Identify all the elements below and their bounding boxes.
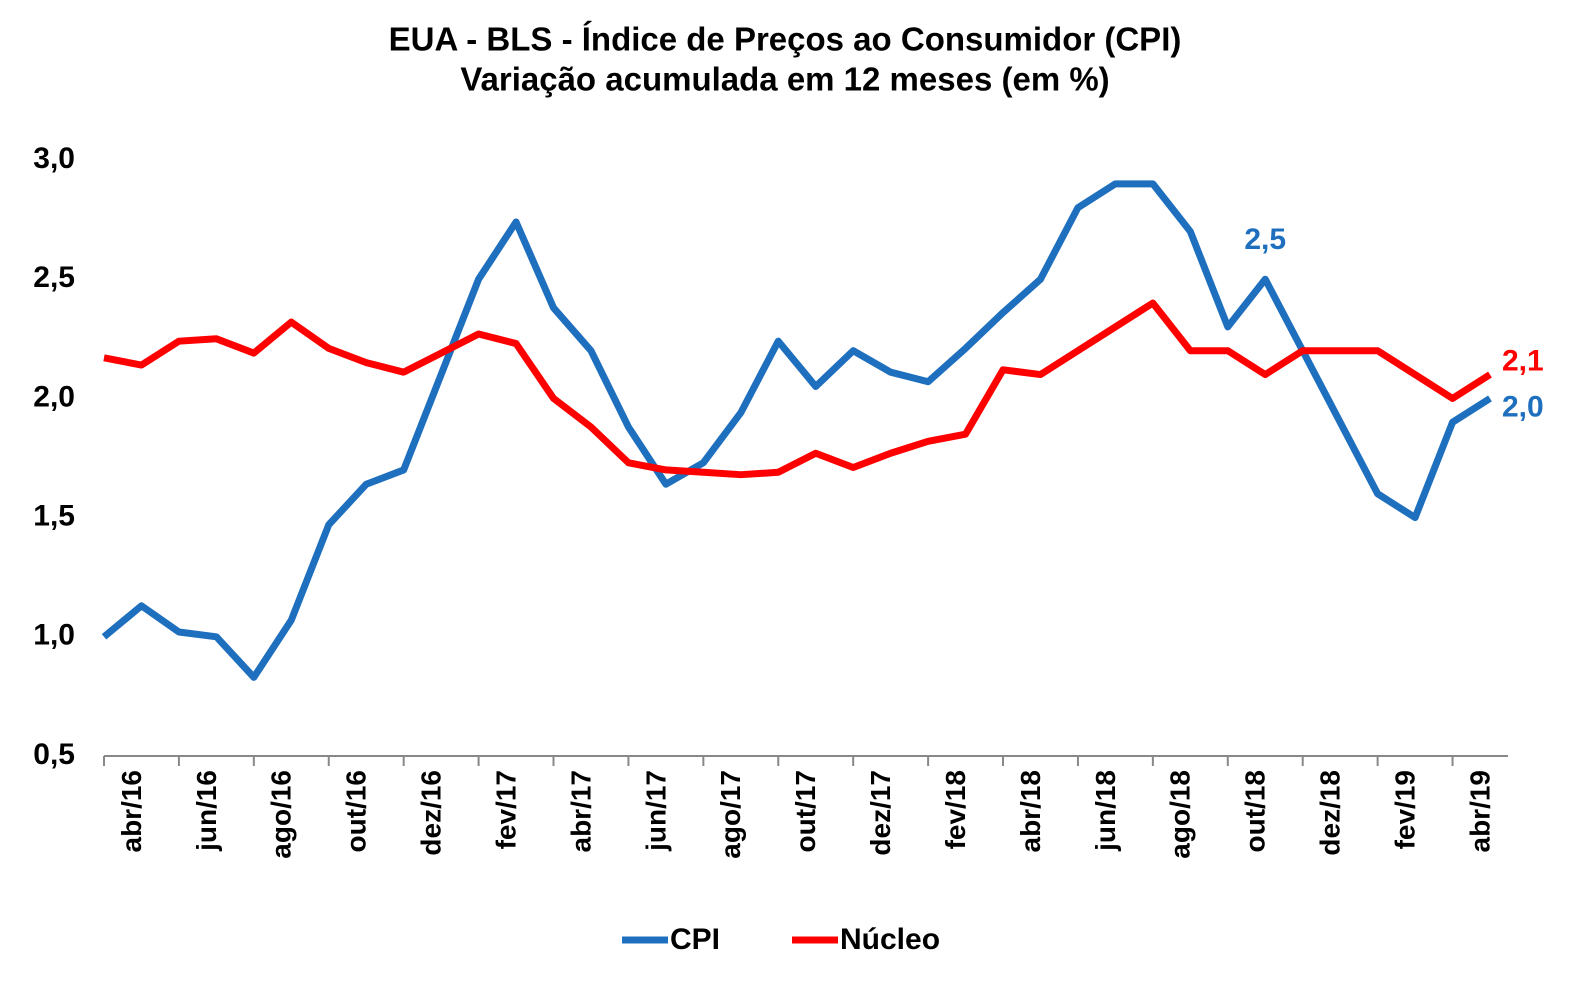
y-tick-label: 3,0: [33, 142, 75, 175]
x-tick-label: abr/18: [1015, 770, 1046, 853]
x-tick-label: out/17: [790, 770, 821, 852]
x-tick-label: out/18: [1240, 770, 1271, 852]
x-tick-label: abr/17: [565, 770, 596, 853]
chart-subtitle: Variação acumulada em 12 meses (em %): [460, 61, 1109, 98]
x-tick-label: abr/19: [1464, 770, 1495, 853]
y-tick-label: 0,5: [33, 738, 75, 771]
x-tick-label: fev/18: [940, 770, 971, 849]
data-label: 2,0: [1502, 390, 1544, 423]
legend-label: CPI: [670, 923, 720, 956]
x-tick-label: jun/18: [1090, 770, 1121, 852]
y-tick-label: 2,0: [33, 380, 75, 413]
x-tick-label: abr/16: [116, 770, 147, 853]
x-tick-label: fev/17: [490, 770, 521, 849]
y-tick-label: 1,5: [33, 500, 75, 533]
chart-title: EUA - BLS - Índice de Preços ao Consumid…: [389, 21, 1182, 58]
x-tick-label: dez/18: [1315, 770, 1346, 856]
x-tick-label: out/16: [341, 770, 372, 852]
y-tick-label: 2,5: [33, 261, 75, 294]
x-tick-label: jun/16: [191, 770, 222, 852]
line-series: [101, 180, 1492, 681]
x-tick-label: fev/19: [1389, 770, 1420, 849]
x-tick-label: jun/17: [640, 770, 671, 852]
legend-label: Núcleo: [840, 923, 940, 956]
line-series: [103, 299, 1492, 479]
data-label: 2,1: [1502, 344, 1544, 377]
x-tick-label: ago/17: [715, 770, 746, 859]
x-tick-label: dez/16: [416, 770, 447, 856]
data-label: 2,5: [1244, 223, 1286, 256]
x-tick-label: ago/16: [266, 770, 297, 859]
x-tick-label: ago/18: [1165, 770, 1196, 859]
y-tick-label: 1,0: [33, 619, 75, 652]
x-tick-label: dez/17: [865, 770, 896, 856]
